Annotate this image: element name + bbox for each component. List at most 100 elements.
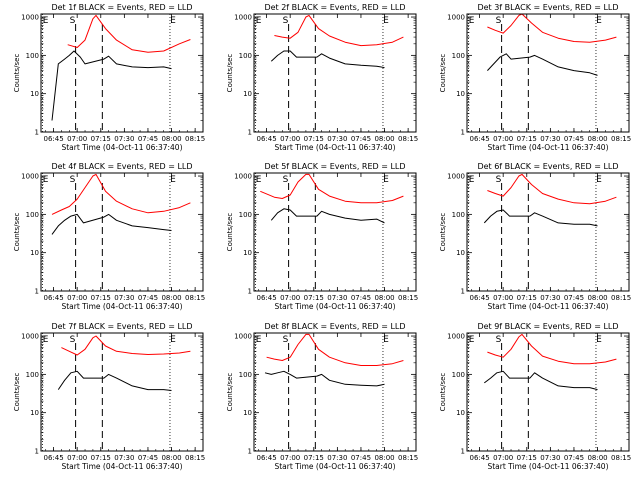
marker-label: E	[170, 335, 176, 345]
y-tick-label: 10	[30, 90, 39, 98]
chart-panel: Det 6f BLACK = Events, RED = LLD 06:45 07:…	[439, 162, 631, 311]
x-axis-label: Start Time (04-Oct-11 06:37:40)	[487, 302, 608, 311]
marker-label: E	[383, 335, 389, 345]
marker-label: S	[70, 175, 76, 185]
chart-title: Det 1f BLACK = Events, RED = LLD	[51, 3, 192, 12]
marker-label: E	[170, 175, 176, 185]
marker-label: E	[43, 175, 49, 185]
x-tick-label: 07:45	[138, 135, 158, 143]
y-tick-label: 100	[239, 211, 252, 219]
plot-frame	[466, 332, 630, 452]
x-tick-label: 07:15	[304, 454, 324, 462]
y-tick-label: 1000	[21, 173, 39, 181]
x-tick-label: 08:15	[398, 294, 418, 302]
marker-label: E	[43, 16, 49, 26]
x-tick-label: 07:30	[327, 135, 347, 143]
x-tick-label: 07:45	[138, 294, 158, 302]
x-tick-label: 07:15	[91, 135, 111, 143]
events-series-line	[51, 213, 172, 235]
x-tick-label: 08:00	[374, 294, 394, 302]
y-tick-label: 10	[30, 409, 39, 417]
y-axis-label: Counts/sec	[13, 213, 21, 252]
y-tick-label: 10	[456, 409, 465, 417]
x-tick-label: 07:30	[327, 294, 347, 302]
y-tick-label: 1000	[21, 14, 39, 22]
y-tick-label: 100	[26, 211, 39, 219]
chart-panel: Det 8f BLACK = Events, RED = LLD 06:45 07:…	[226, 322, 418, 471]
y-tick-label: 10	[456, 249, 465, 257]
x-tick-label: 06:45	[256, 454, 276, 462]
x-tick-label: 07:30	[540, 454, 560, 462]
marker-label: S	[70, 335, 76, 345]
plot-frame	[40, 332, 204, 452]
x-tick-label: 07:45	[564, 294, 584, 302]
plot-frame	[40, 13, 204, 133]
x-tick-label: 07:15	[304, 294, 324, 302]
x-tick-label: 08:00	[161, 135, 181, 143]
x-tick-label: 07:45	[564, 454, 584, 462]
x-tick-label: 08:00	[374, 454, 394, 462]
y-tick-label: 100	[452, 211, 465, 219]
x-tick-label: 08:15	[398, 454, 418, 462]
events-series-line	[483, 370, 598, 391]
x-tick-label: 06:45	[43, 294, 63, 302]
chart-panel: Det 7f BLACK = Events, RED = LLD 06:45 07:…	[13, 322, 205, 471]
plot-frame	[40, 172, 204, 292]
x-axis-label: Start Time (04-Oct-11 06:37:40)	[487, 462, 608, 471]
y-tick-label: 1	[461, 129, 465, 137]
x-tick-label: 08:15	[185, 454, 205, 462]
chart-title: Det 3f BLACK = Events, RED = LLD	[477, 3, 618, 12]
marker-label: E	[256, 175, 262, 185]
events-series-line	[483, 209, 598, 227]
chart-title: Det 7f BLACK = Events, RED = LLD	[51, 322, 192, 331]
x-tick-label: 07:00	[280, 454, 300, 462]
lld-series-line	[260, 173, 404, 204]
y-tick-label: 10	[243, 90, 252, 98]
x-axis-label: Start Time (04-Oct-11 06:37:40)	[274, 462, 395, 471]
x-tick-label: 06:45	[43, 454, 63, 462]
marker-label: E	[596, 16, 602, 26]
x-tick-label: 08:15	[611, 454, 631, 462]
plot-frame	[466, 13, 630, 133]
plot-frame	[466, 172, 630, 292]
y-tick-label: 10	[243, 409, 252, 417]
x-tick-label: 06:45	[256, 135, 276, 143]
y-axis-label: Counts/sec	[439, 213, 447, 252]
x-tick-label: 06:45	[469, 454, 489, 462]
y-tick-label: 100	[452, 371, 465, 379]
x-tick-label: 07:45	[564, 135, 584, 143]
y-tick-label: 1000	[447, 333, 465, 341]
x-tick-label: 07:00	[493, 454, 513, 462]
x-tick-label: 07:15	[304, 135, 324, 143]
y-tick-label: 1	[248, 448, 252, 456]
plot-frame	[253, 13, 417, 133]
marker-label: S	[70, 16, 76, 26]
plot-frame	[253, 332, 417, 452]
y-tick-label: 1000	[234, 173, 252, 181]
chart-title: Det 4f BLACK = Events, RED = LLD	[51, 162, 192, 171]
y-tick-label: 1	[248, 288, 252, 296]
y-axis-label: Counts/sec	[13, 373, 21, 412]
chart-panel: Det 4f BLACK = Events, RED = LLD 06:45 07:…	[13, 162, 205, 311]
x-tick-label: 08:00	[587, 454, 607, 462]
y-tick-label: 1000	[234, 333, 252, 341]
x-tick-label: 07:30	[540, 135, 560, 143]
x-axis-label: Start Time (04-Oct-11 06:37:40)	[487, 143, 608, 152]
y-tick-label: 1	[35, 448, 39, 456]
marker-label: E	[383, 175, 389, 185]
marker-label: S	[496, 175, 502, 185]
x-tick-label: 07:30	[114, 294, 134, 302]
y-tick-label: 100	[26, 52, 39, 60]
events-series-line	[487, 53, 598, 76]
x-tick-label: 07:45	[351, 294, 371, 302]
chart-title: Det 6f BLACK = Events, RED = LLD	[477, 162, 618, 171]
x-tick-label: 06:45	[469, 294, 489, 302]
x-tick-label: 06:45	[469, 135, 489, 143]
x-axis-label: Start Time (04-Oct-11 06:37:40)	[61, 302, 182, 311]
marker-label: E	[43, 335, 49, 345]
chart-panel: Det 9f BLACK = Events, RED = LLD 06:45 07:…	[439, 322, 631, 471]
x-tick-label: 08:15	[185, 294, 205, 302]
marker-label: S	[496, 16, 502, 26]
chart-title: Det 8f BLACK = Events, RED = LLD	[264, 322, 405, 331]
